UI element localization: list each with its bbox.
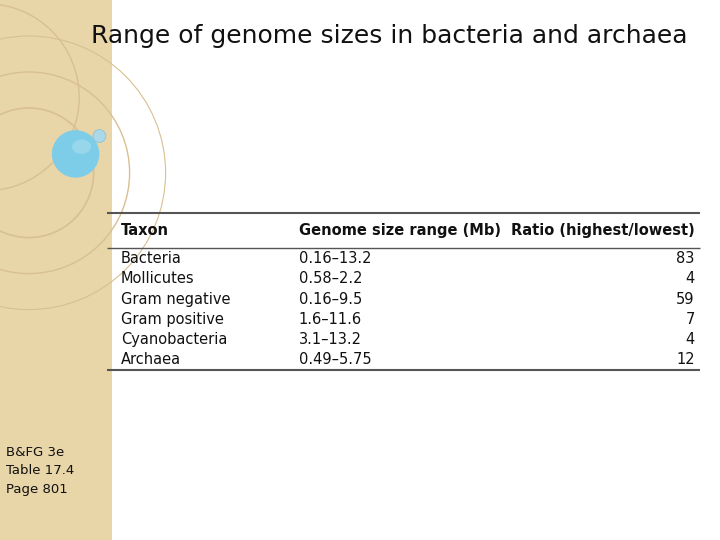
- Text: 1.6–11.6: 1.6–11.6: [299, 312, 362, 327]
- Text: Range of genome sizes in bacteria and archaea: Range of genome sizes in bacteria and ar…: [91, 24, 687, 48]
- Ellipse shape: [93, 130, 106, 143]
- Ellipse shape: [72, 140, 91, 154]
- Text: 0.16–9.5: 0.16–9.5: [299, 292, 362, 307]
- Ellipse shape: [52, 130, 99, 178]
- Text: 0.16–13.2: 0.16–13.2: [299, 251, 372, 266]
- Text: Mollicutes: Mollicutes: [121, 271, 194, 286]
- Text: Cyanobacteria: Cyanobacteria: [121, 332, 228, 347]
- Text: Taxon: Taxon: [121, 224, 169, 238]
- Text: 0.58–2.2: 0.58–2.2: [299, 271, 362, 286]
- Text: Bacteria: Bacteria: [121, 251, 182, 266]
- Text: 83: 83: [676, 251, 695, 266]
- Text: 7: 7: [685, 312, 695, 327]
- Text: B&FG 3e
Table 17.4
Page 801: B&FG 3e Table 17.4 Page 801: [6, 446, 74, 496]
- Text: Gram positive: Gram positive: [121, 312, 224, 327]
- Text: Archaea: Archaea: [121, 352, 181, 367]
- Text: 0.49–5.75: 0.49–5.75: [299, 352, 372, 367]
- Polygon shape: [0, 0, 112, 540]
- Text: Genome size range (Mb): Genome size range (Mb): [299, 224, 501, 238]
- Text: 4: 4: [685, 271, 695, 286]
- Text: 59: 59: [676, 292, 695, 307]
- Text: 12: 12: [676, 352, 695, 367]
- Text: 4: 4: [685, 332, 695, 347]
- Text: 3.1–13.2: 3.1–13.2: [299, 332, 362, 347]
- Text: Ratio (highest/lowest): Ratio (highest/lowest): [511, 224, 695, 238]
- Text: Gram negative: Gram negative: [121, 292, 230, 307]
